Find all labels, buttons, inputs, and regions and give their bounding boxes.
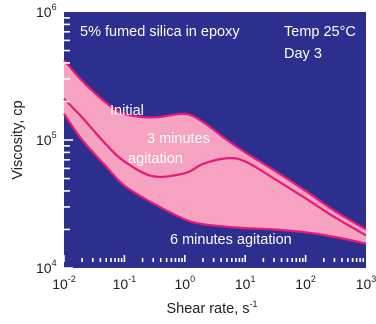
- annotation-material: 5% fumed silica in epoxy: [80, 24, 240, 40]
- x-axis-label: Shear rate, s-1: [166, 299, 257, 317]
- x-tick-label: 10-1: [113, 274, 137, 292]
- band-area-fill: [64, 60, 366, 244]
- series-label-3min-line2: agitation: [128, 151, 183, 167]
- series-line-0: [63, 59, 367, 231]
- annotation-temperature: Temp 25°C: [284, 24, 356, 40]
- y-axis-label: Viscosity, cp: [10, 100, 26, 179]
- series-line-1: [63, 97, 367, 237]
- x-tick-label: 10-2: [52, 274, 76, 292]
- x-axis-label-text: Shear rate, s: [166, 301, 249, 317]
- series-line-2: [63, 113, 367, 245]
- x-tick-label: 100: [175, 274, 196, 292]
- x-tick-label: 103: [356, 274, 376, 292]
- y-tick-label: 104: [36, 258, 57, 276]
- y-tick-label: 105: [36, 130, 57, 148]
- series-label-3min-line1: 3 minutes: [147, 131, 210, 147]
- x-tick-label: 102: [295, 274, 316, 292]
- y-tick-label: 106: [36, 2, 57, 20]
- series-label-6min: 6 minutes agitation: [170, 232, 292, 248]
- x-axis-label-superscript: -1: [250, 299, 258, 309]
- series-label-initial: Initial: [110, 103, 144, 119]
- x-tick-label: 101: [235, 274, 256, 292]
- annotation-day: Day 3: [284, 46, 322, 62]
